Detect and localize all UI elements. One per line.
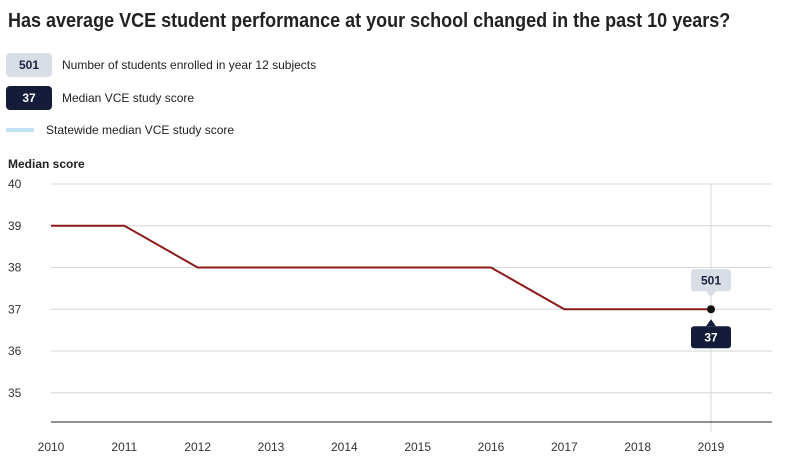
median-badge: 37 xyxy=(6,86,52,110)
x-tick-label-2010: 2010 xyxy=(38,440,65,454)
x-tick-label-2016: 2016 xyxy=(478,440,505,454)
statewide-legend-label: Statewide median VCE study score xyxy=(46,123,235,137)
y-tick-label-40: 40 xyxy=(8,177,22,191)
median-score-line xyxy=(51,224,711,311)
x-tick-label-2015: 2015 xyxy=(404,440,431,454)
y-tick-label-35: 35 xyxy=(8,386,22,400)
students-callout-box xyxy=(691,269,731,292)
x-tick-label-2012: 2012 xyxy=(184,440,211,454)
y-tick-label-38: 38 xyxy=(8,261,22,275)
legend-median: 37 Median VCE study score xyxy=(6,86,194,110)
x-tick-label-2018: 2018 xyxy=(624,440,651,454)
legend-students: 501 Number of students enrolled in year … xyxy=(6,53,316,77)
x-tick-label-2011: 2011 xyxy=(111,440,137,454)
y-tick-label-36: 36 xyxy=(8,344,22,358)
students-legend-label: Number of students enrolled in year 12 s… xyxy=(62,58,317,72)
score-callout-box xyxy=(691,326,731,349)
x-tick-label-2013: 2013 xyxy=(258,440,285,454)
y-axis-title: Median score xyxy=(8,157,85,171)
y-tick-label-37: 37 xyxy=(8,302,22,316)
students-callout-pointer xyxy=(706,291,716,298)
x-tick-label-2017: 2017 xyxy=(551,440,578,454)
students-badge: 501 xyxy=(6,53,52,77)
students-callout-value: 501 xyxy=(701,273,721,287)
y-tick-label-39: 39 xyxy=(8,219,22,233)
highlight-data-point xyxy=(707,305,715,314)
statewide-swatch xyxy=(6,128,34,132)
chart-title: Has average VCE student performance at y… xyxy=(8,10,731,32)
score-callout-value: 37 xyxy=(704,330,718,344)
median-legend-label: Median VCE study score xyxy=(62,91,195,105)
x-tick-label-2019: 2019 xyxy=(698,440,725,454)
legend-statewide: Statewide median VCE study score xyxy=(6,123,234,137)
x-tick-label-2014: 2014 xyxy=(331,440,358,454)
score-callout-pointer xyxy=(706,319,716,327)
